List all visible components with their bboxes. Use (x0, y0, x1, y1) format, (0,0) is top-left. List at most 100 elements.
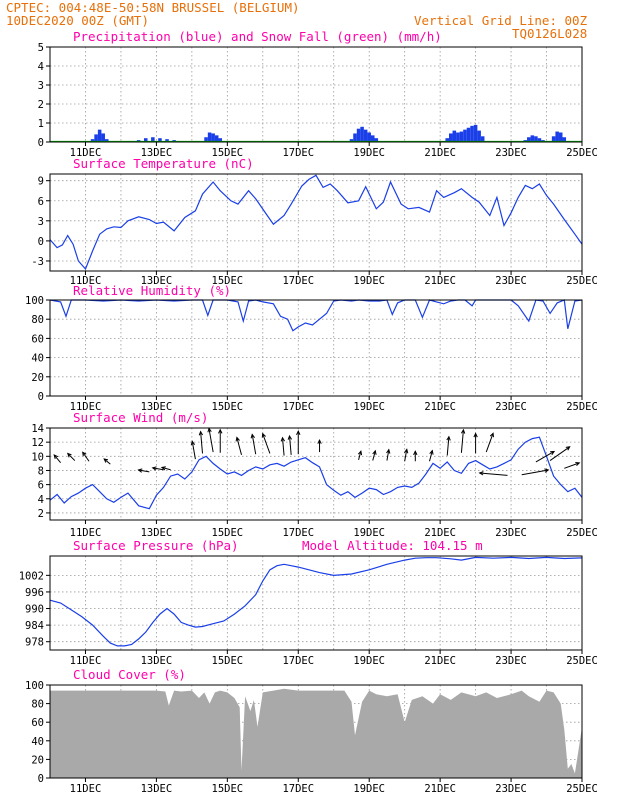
precip-bar (90, 139, 95, 142)
precip-bar (537, 138, 542, 142)
precip-bar (473, 124, 478, 142)
wind-arrow (280, 436, 286, 456)
wind-arrow-head (287, 434, 293, 440)
humidity-xtick-label: 21DEC (424, 401, 456, 413)
temperature-line (49, 174, 583, 271)
wind-arrow-shaft (429, 450, 433, 462)
precip-bar (470, 125, 474, 142)
wind-arrow (151, 466, 164, 471)
cloud-xtick-label: 11DEC (70, 783, 102, 795)
precip-xtick-label: 11DEC (70, 147, 102, 159)
wind-arrow (521, 468, 550, 476)
wind-arrow (235, 436, 243, 456)
temperature-xtick-label: 11DEC (70, 275, 102, 287)
wind-arrow-head (478, 471, 484, 476)
temperature-ytick-label: 0 (38, 236, 44, 248)
humidity-xtick-label: 23DEC (495, 401, 527, 413)
wind-arrow-head (575, 462, 581, 467)
wind-xtick-label: 13DEC (141, 527, 173, 539)
wind-arrow-head (103, 458, 109, 463)
wind-ytick-label: 14 (31, 423, 44, 435)
wind-arrow-shaft (446, 436, 450, 456)
wind-arrow-shaft (251, 434, 257, 455)
precip-bar (97, 129, 102, 142)
humidity-ytick-label: 20 (31, 372, 44, 384)
temperature-ytick-label: 3 (38, 216, 44, 228)
precip-ytick-label: 0 (38, 137, 44, 149)
wind-arrow-shaft (549, 446, 571, 461)
wind-arrow-shaft (358, 451, 362, 460)
wind-arrow (218, 428, 223, 453)
cloud-xtick-label: 25DEC (566, 783, 598, 795)
precip-bar (530, 135, 535, 142)
wind-ytick-label: 10 (31, 451, 44, 463)
wind-ytick-label: 6 (38, 480, 44, 492)
precip-bar (445, 138, 449, 142)
precip-xtick-label: 23DEC (495, 147, 527, 159)
precip-bar (527, 137, 531, 142)
temperature-frame (49, 173, 583, 272)
temperature-xtick-label: 13DEC (141, 275, 173, 287)
wind-arrow-head (386, 448, 391, 454)
wind-arrow-head (53, 454, 59, 460)
wind-line (49, 436, 583, 510)
temperature-ytick-label: 6 (38, 196, 44, 208)
wind-arrow-head (565, 446, 571, 451)
humidity-xtick-label: 25DEC (566, 401, 598, 413)
humidity-ytick-label: 40 (31, 353, 44, 365)
cloud-ytick-label: 40 (31, 736, 44, 748)
pressure-xtick-label: 21DEC (424, 655, 456, 667)
wind-xtick-label: 23DEC (495, 527, 527, 539)
pressure-ytick-label: 996 (25, 587, 44, 599)
cloud-cover-area (50, 688, 582, 778)
precip-ytick-label: 4 (38, 61, 44, 73)
wind-arrow-head (489, 432, 494, 438)
wind-arrow (198, 430, 204, 454)
precip-bar (466, 127, 471, 142)
precip-bar (360, 126, 364, 142)
wind-arrow-head (473, 432, 478, 438)
wind-arrow-head (151, 466, 157, 471)
temperature-title: Surface Temperature (nC) (73, 156, 254, 171)
wind-arrow-shaft (521, 469, 549, 476)
wind-arrow-head (357, 450, 363, 456)
precip-bar (370, 135, 375, 142)
cloud-ytick-label: 60 (31, 717, 44, 729)
wind-arrow (446, 435, 451, 456)
cloud-ytick-label: 80 (31, 699, 44, 711)
precip-bar (449, 133, 453, 142)
wind-arrow (287, 434, 293, 455)
wind-arrow (564, 462, 581, 469)
precip-bar (562, 137, 567, 142)
wind-arrow-shaft (460, 429, 464, 453)
humidity-ytick-label: 0 (38, 391, 44, 403)
pressure-line (49, 556, 583, 647)
wind-arrow-shaft (161, 466, 171, 471)
precip-bar (151, 137, 155, 142)
wind-arrow (386, 448, 391, 461)
header-run-date: 10DEC2020 00Z (GMT) (6, 13, 149, 28)
cloud-ytick-label: 100 (25, 680, 44, 692)
precip-title: Precipitation (blue) and Snow Fall (gree… (73, 29, 442, 44)
wind-arrow (473, 432, 478, 454)
pressure-ytick-label: 1002 (19, 570, 44, 582)
wind-xtick-label: 17DEC (282, 527, 314, 539)
humidity-xtick-label: 15DEC (212, 401, 244, 413)
wind-arrow (160, 466, 171, 471)
wind-arrow-head (372, 449, 377, 455)
wind-arrow-shaft (152, 467, 164, 471)
humidity-xtick-label: 17DEC (282, 401, 314, 413)
precip-bar (101, 133, 105, 142)
precip-bar (349, 139, 354, 142)
humidity-frame (49, 299, 583, 397)
wind-arrow-shaft (282, 437, 285, 456)
precip-xtick-label: 17DEC (282, 147, 314, 159)
wind-arrow-head (218, 428, 223, 434)
precip-bar (363, 129, 368, 142)
pressure-ytick-label: 978 (25, 637, 44, 649)
pressure-frame (49, 555, 583, 651)
temperature-xtick-label: 19DEC (353, 275, 385, 287)
wind-arrow-shaft (67, 453, 76, 461)
precip-xtick-label: 15DEC (212, 147, 244, 159)
wind-arrow-head (280, 436, 286, 442)
